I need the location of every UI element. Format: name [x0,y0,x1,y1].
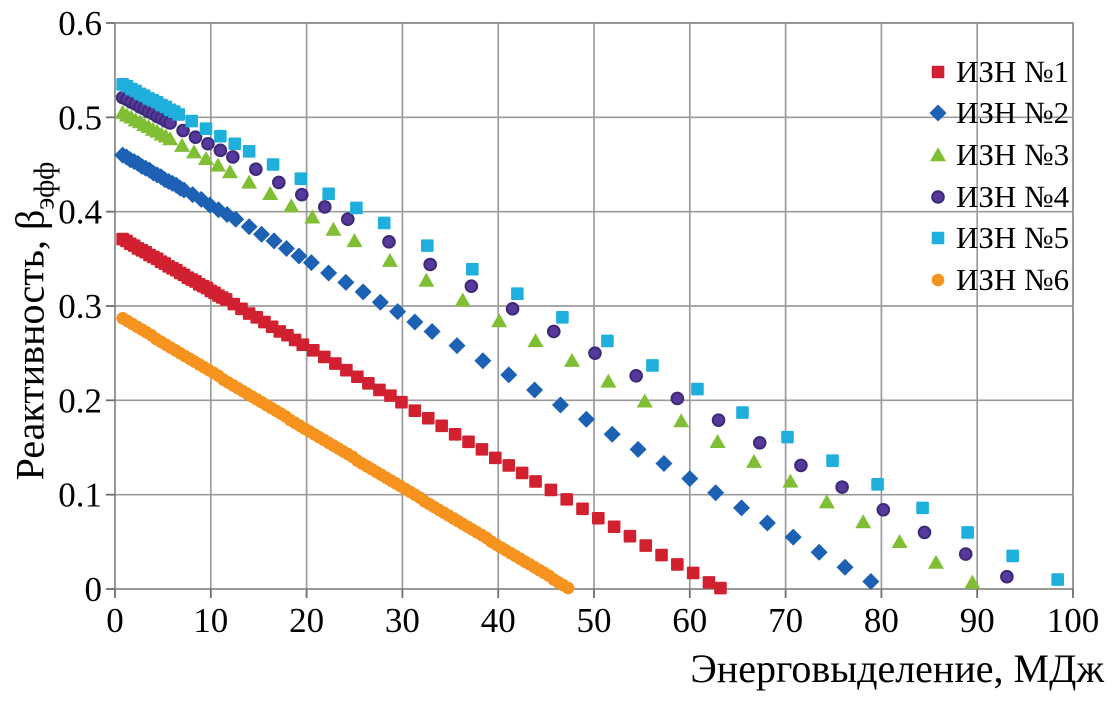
series-izn-6 [116,311,575,595]
y-tick-label: 0.1 [58,476,102,515]
legend-item-izn-2: ИЗН №2 [928,93,1069,135]
legend-label: ИЗН №6 [956,261,1070,297]
x-tick-label: 50 [577,601,612,640]
y-tick-labels: 0 0.1 0.2 0.3 0.4 0.5 0.6 [58,4,102,609]
legend-item-izn-3: ИЗН №3 [928,134,1069,176]
legend-item-izn-5: ИЗН №5 [928,217,1069,259]
legend-circle-icon [931,273,945,287]
y-tick-label: 0 [85,570,103,609]
legend-circle-icon [931,189,945,204]
x-tick-label: 20 [289,601,324,640]
x-tick-label: 100 [1047,601,1100,640]
y-tick-label: 0.5 [58,98,102,137]
legend-diamond-icon [929,104,947,122]
series-izn-4 [115,90,1014,584]
legend-square-icon [931,231,945,245]
x-tick-label: 80 [864,601,899,640]
y-tick-label: 0.4 [58,193,102,232]
legend-label: ИЗН №4 [956,178,1070,214]
legend-label: ИЗН №1 [956,53,1070,89]
series-izn-3 [114,104,981,589]
x-tick-label: 40 [481,601,516,640]
legend-item-izn-6: ИЗН №6 [928,259,1069,301]
x-tick-label: 0 [106,601,124,640]
legend-label: ИЗН №5 [956,220,1070,256]
legend-label: ИЗН №3 [956,136,1070,172]
x-tick-label: 70 [768,601,803,640]
series-izn-5 [116,78,1064,586]
y-axis-title-subscript: эфф [29,161,61,210]
x-tick-label: 30 [385,601,420,640]
y-axis-title-main: Реактивность, β [7,209,53,481]
y-tick-label: 0.2 [58,381,102,420]
x-axis-title: Энерговыделение, МДж [690,646,1104,691]
legend-square-icon [931,65,945,79]
y-tick-label: 0.3 [58,287,102,326]
x-tick-labels: 0 10 20 30 40 50 60 70 80 90 100 [106,601,1099,640]
y-tick-label: 0.6 [58,4,102,43]
x-tick-label: 90 [960,601,995,640]
legend-triangle-icon [930,147,946,162]
x-tick-label: 10 [193,601,228,640]
legend-label: ИЗН №2 [956,95,1070,131]
x-tick-label: 60 [672,601,707,640]
legend: ИЗН №1 ИЗН №2 ИЗН №3 ИЗН №4 ИЗН №5 ИЗН №6 [928,51,1069,301]
y-axis-title: Реактивность, βэфф [6,49,61,594]
legend-item-izn-1: ИЗН №1 [928,51,1069,93]
tick-marks [106,22,1074,598]
legend-item-izn-4: ИЗН №4 [928,176,1069,218]
series-izn-2 [114,146,880,590]
gridlines [115,23,1073,589]
series-izn-1 [116,232,727,595]
